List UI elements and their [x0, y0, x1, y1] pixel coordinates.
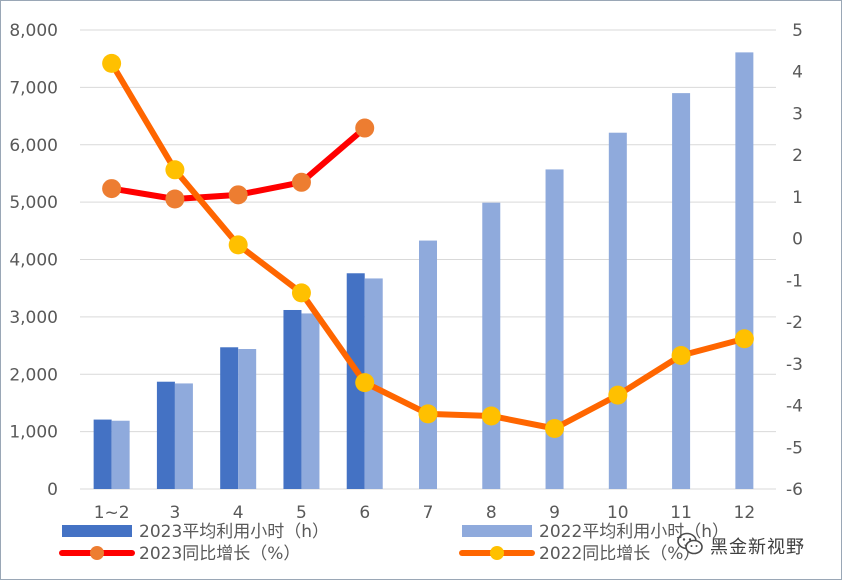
bar: [174, 383, 193, 489]
y-left-tick-label: 7,000: [9, 78, 58, 98]
line-point: [165, 189, 185, 209]
watermark: 黑金新视野: [676, 531, 836, 561]
line-point: [671, 345, 691, 365]
legend-swatch: [462, 525, 532, 537]
legend-label: 2023同比增长（%）: [139, 544, 300, 564]
line-point: [102, 53, 122, 73]
x-tick-label: 6: [359, 503, 370, 523]
legend-swatch: [62, 525, 132, 537]
line-point: [545, 418, 565, 438]
y-left-tick-label: 6,000: [9, 136, 58, 156]
line-point: [165, 160, 185, 180]
y-right-tick-label: -1: [786, 271, 803, 291]
y-right-tick-label: 1: [792, 188, 803, 208]
y-right-tick-label: -6: [786, 480, 803, 500]
y-left-tick-label: 4,000: [9, 251, 58, 271]
bar: [419, 240, 437, 489]
line-point: [291, 172, 311, 192]
bar: [301, 313, 320, 489]
x-tick-label: 1~2: [94, 503, 130, 523]
line-point: [291, 283, 311, 303]
y-right-tick-label: -3: [786, 355, 803, 375]
bar: [545, 169, 564, 489]
line-point: [102, 179, 122, 199]
x-tick-label: 5: [296, 503, 307, 523]
legend-marker: [90, 546, 104, 560]
bar: [482, 202, 501, 490]
line-point: [608, 385, 628, 405]
bar: [111, 420, 130, 489]
bar: [672, 93, 691, 490]
line-point: [228, 185, 248, 205]
x-tick-label: 10: [607, 503, 629, 523]
bar: [93, 419, 112, 489]
y-left-tick-label: 2,000: [9, 365, 58, 385]
legend-label: 2023平均利用小时（h）: [139, 522, 329, 542]
bar: [156, 381, 175, 489]
x-tick-label: 9: [549, 503, 560, 523]
line-point: [355, 118, 375, 138]
y-left-tick-label: 3,000: [9, 308, 58, 328]
y-right-tick-label: 0: [792, 230, 803, 250]
y-right-tick-label: -2: [786, 313, 803, 333]
y-right-tick-label: 5: [792, 21, 803, 41]
y-right-tick-label: 2: [792, 146, 803, 166]
line-point: [355, 373, 375, 393]
bar: [283, 309, 302, 489]
x-tick-label: 12: [734, 503, 756, 523]
y-left-tick-label: 5,000: [9, 193, 58, 213]
line-point: [418, 404, 438, 424]
x-tick-label: 3: [169, 503, 180, 523]
x-tick-label: 4: [233, 503, 244, 523]
watermark-text: 黑金新视野: [710, 537, 805, 558]
y-right-tick-label: 3: [792, 104, 803, 124]
legend-marker: [490, 546, 504, 560]
y-left-tick-label: 0: [47, 480, 58, 500]
y-left-tick-label: 8,000: [9, 21, 58, 41]
line-point: [481, 406, 501, 426]
bar: [238, 349, 257, 489]
bar: [735, 52, 754, 489]
line-point: [734, 329, 754, 349]
legend-label: 2022平均利用小时（h）: [539, 522, 729, 542]
wechat-icon: [677, 532, 703, 555]
y-right-tick-label: 4: [792, 63, 803, 83]
line-point: [228, 235, 248, 255]
bar: [220, 347, 239, 489]
x-tick-label: 8: [486, 503, 497, 523]
bar: [608, 132, 627, 490]
y-left-tick-label: 1,000: [9, 423, 58, 443]
y-right-tick-label: -5: [786, 438, 803, 458]
y-right-tick-label: -4: [786, 397, 803, 417]
x-tick-label: 7: [423, 503, 434, 523]
legend-label: 2022同比增长（%）: [539, 544, 700, 564]
x-tick-label: 11: [670, 503, 692, 523]
